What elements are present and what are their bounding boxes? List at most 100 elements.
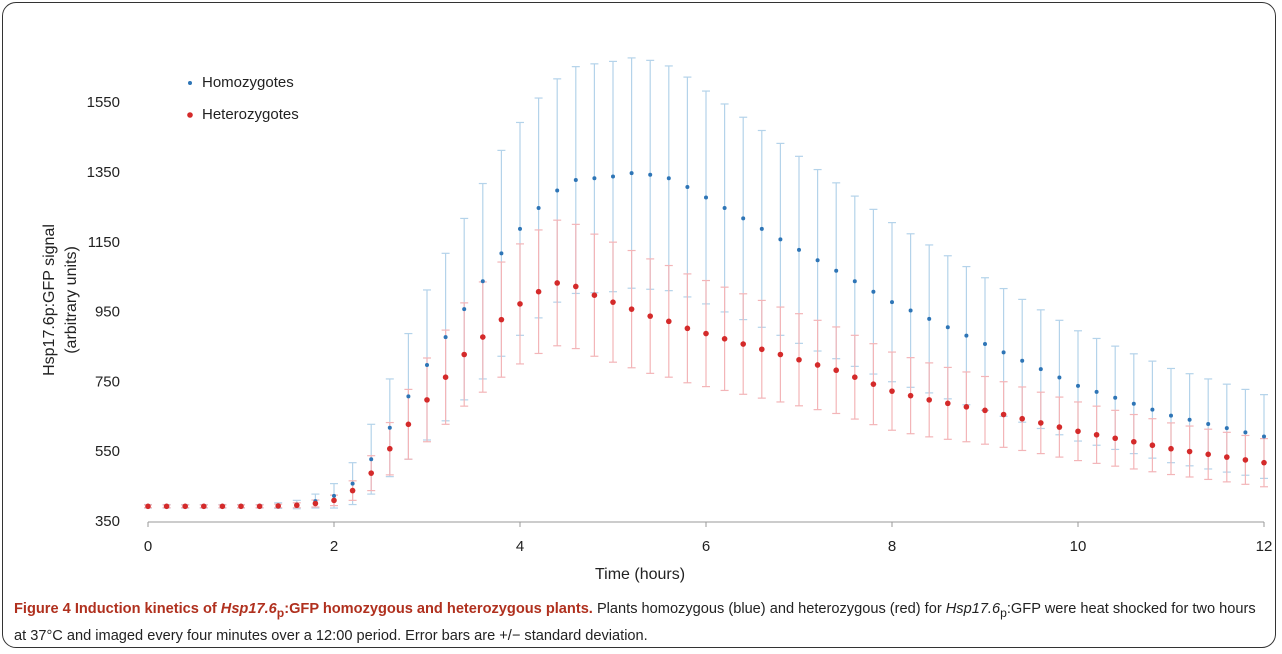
point xyxy=(704,195,708,200)
point xyxy=(424,397,430,403)
point xyxy=(908,308,913,313)
point xyxy=(535,288,542,295)
point xyxy=(275,503,282,509)
point xyxy=(666,318,672,325)
point xyxy=(1020,358,1025,363)
point xyxy=(666,176,671,181)
point xyxy=(814,362,821,368)
point xyxy=(796,356,802,363)
point xyxy=(145,503,151,510)
x-tick-label: 2 xyxy=(330,538,338,555)
point xyxy=(759,346,765,353)
point xyxy=(182,503,188,510)
point xyxy=(1149,442,1156,449)
point xyxy=(462,307,467,312)
point xyxy=(927,316,932,321)
point xyxy=(573,178,578,183)
x-axis-label: Time (hours) xyxy=(595,566,685,583)
caption-text: Plants homozygous (blue) and heterozygou… xyxy=(596,601,946,617)
point xyxy=(1206,421,1211,426)
point xyxy=(1131,438,1137,445)
point xyxy=(964,333,969,338)
point xyxy=(518,226,522,231)
point xyxy=(1094,389,1099,394)
y-axis-label: (arbitrary units) xyxy=(63,246,80,354)
y-tick-label: 750 xyxy=(95,373,120,390)
point xyxy=(1019,415,1025,422)
point xyxy=(610,299,616,305)
point xyxy=(592,176,597,181)
chart: Time (hours) Hsp17.6p:GFP signal (arbitr… xyxy=(41,57,1272,583)
point xyxy=(721,336,728,342)
point xyxy=(1093,431,1100,438)
point xyxy=(349,487,356,494)
y-axis-label: Hsp17.6p:GFP signal xyxy=(41,224,58,376)
point xyxy=(1242,457,1249,463)
point xyxy=(1169,413,1173,418)
point xyxy=(1205,451,1211,458)
point xyxy=(405,421,412,428)
point xyxy=(499,251,504,256)
point xyxy=(1076,383,1080,388)
x-tick-label: 0 xyxy=(144,538,152,555)
caption-label: Figure 4 xyxy=(14,601,71,617)
point xyxy=(163,503,170,510)
point xyxy=(740,341,746,347)
point xyxy=(442,374,449,380)
point xyxy=(425,362,429,367)
point xyxy=(741,216,746,221)
legend-marker xyxy=(188,81,192,85)
x-tick-label: 10 xyxy=(1070,538,1087,555)
point xyxy=(443,335,448,340)
point xyxy=(870,381,877,387)
point xyxy=(1038,420,1044,426)
point xyxy=(1243,430,1248,435)
point xyxy=(332,493,336,498)
point xyxy=(461,351,468,358)
y-tick-label: 350 xyxy=(95,513,120,530)
point xyxy=(1038,367,1043,372)
point xyxy=(871,289,876,294)
point xyxy=(1112,435,1118,442)
point xyxy=(890,300,894,305)
point xyxy=(647,313,653,319)
y-tick-label: 950 xyxy=(95,304,120,321)
point xyxy=(684,325,691,332)
point xyxy=(611,174,615,179)
point xyxy=(834,268,839,273)
point xyxy=(685,185,690,190)
point xyxy=(889,388,895,394)
point xyxy=(294,502,300,509)
point xyxy=(387,445,393,452)
point xyxy=(387,425,392,430)
point xyxy=(1001,350,1006,355)
point xyxy=(201,503,207,510)
caption: Figure 4 Induction kinetics of Hsp17.6p:… xyxy=(14,598,1270,648)
legend-label: Homozygotes xyxy=(202,74,294,91)
point xyxy=(983,342,987,347)
point xyxy=(1057,375,1062,380)
caption-title: :GFP homozygous and heterozygous plants. xyxy=(284,601,593,617)
point xyxy=(536,205,541,210)
point xyxy=(1262,434,1266,439)
point xyxy=(945,325,950,330)
point xyxy=(256,503,263,510)
x-tick-label: 4 xyxy=(516,538,524,555)
legend-marker xyxy=(187,112,193,118)
y-tick-label: 1550 xyxy=(87,94,120,111)
point xyxy=(554,280,560,286)
point xyxy=(369,457,374,462)
point xyxy=(1150,407,1155,412)
point xyxy=(797,247,801,252)
point xyxy=(1000,411,1007,418)
point xyxy=(331,497,337,504)
caption-title: Hsp17.6 xyxy=(220,601,277,617)
caption-title: p xyxy=(276,605,285,620)
x-tick-label: 6 xyxy=(702,538,710,555)
point xyxy=(778,237,783,242)
point xyxy=(1075,428,1081,435)
point xyxy=(480,279,485,284)
point xyxy=(759,226,764,231)
point xyxy=(591,292,598,298)
